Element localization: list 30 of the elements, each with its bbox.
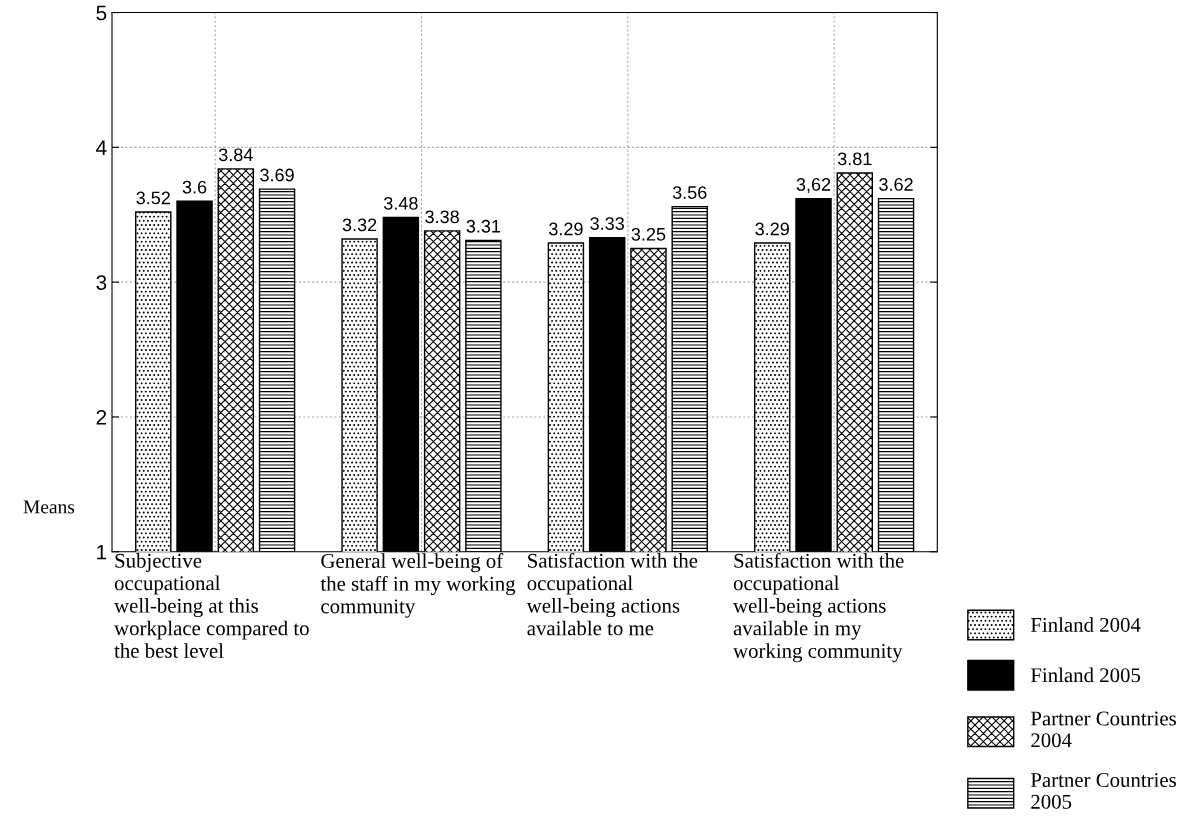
x-tick-label: Satisfaction with the occupational well-being actions available in my working community [733,552,904,663]
y-axis-title: Means [23,500,75,514]
text: 3.56 [672,186,707,199]
legend-label: Finland 2005 [1030,667,1141,683]
text: 3.25 [631,227,666,241]
text: 3.81 [837,152,872,166]
text: 3.84 [218,148,253,162]
text: 3.48 [383,196,418,210]
x-tick-label: Subjective occupational well-being at this workplace compared to the best level [114,553,309,658]
text: 3.29 [755,222,789,236]
y-tick-label: 5 [96,5,107,21]
text: 3.6 [182,180,207,194]
text: 3.62 [879,178,913,191]
text: 3.32 [342,218,377,232]
text: 3.31 [466,219,501,233]
legend-label: Finland 2004 [1030,617,1141,632]
y-tick-label: 1 [97,544,107,560]
text: 3.33 [590,217,624,230]
x-tick-label: Satisfaction with the occupational well-being actions available to me [526,552,698,636]
text: 3.38 [425,210,459,224]
text: 3.52 [136,191,170,205]
legend-label: Partner Countries 2005 [1030,773,1176,809]
y-tick-label: 4 [96,140,107,155]
text: 3.29 [549,222,583,236]
text: 3,62 [796,178,831,193]
text: 3.69 [260,168,294,182]
legend-label: Partner Countries 2004 [1030,711,1176,748]
y-tick-label: 2 [96,409,107,425]
y-tick-label: 3 [96,275,107,290]
x-tick-label: General well-being of the staff in my working community [320,553,516,618]
